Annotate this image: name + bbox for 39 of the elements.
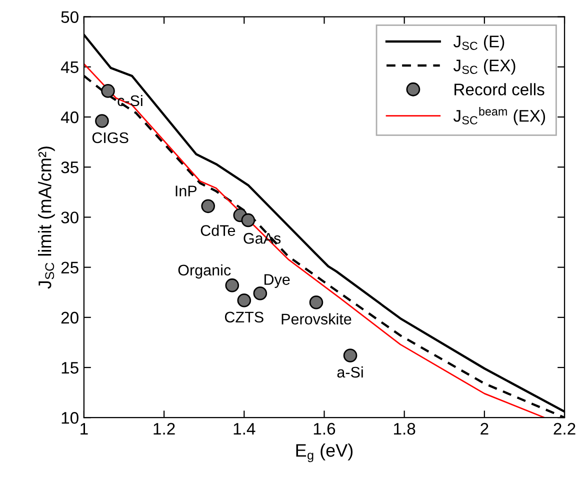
annotation: CdTe: [200, 224, 236, 236]
point: [309, 295, 324, 310]
y-tick-label: 45: [60, 61, 78, 74]
point: [343, 348, 358, 362]
legend-label: J$_{SC}$ (EX): [453, 59, 516, 75]
y-tick-label: 30: [61, 212, 78, 224]
annotation: InP: [176, 186, 197, 196]
x-tick-label: 2: [480, 422, 488, 435]
point: [253, 286, 268, 300]
y-axis-title: J$_{SC}$ limit (mA/cm²): [38, 146, 55, 289]
y-tick-label: 25: [61, 262, 78, 274]
annotation: Perovskite: [282, 313, 352, 325]
point: [95, 114, 109, 128]
y-tick-label: 35: [61, 162, 78, 174]
x-tick-label: 1.4: [234, 423, 256, 435]
y-tick-label: 40: [60, 111, 78, 124]
x-axis-title: E$_{g}$ (eV): [296, 444, 353, 462]
y-tick-label: 50: [61, 11, 78, 24]
annotation: CIGS: [92, 132, 128, 144]
point: [241, 213, 256, 228]
point: [101, 84, 115, 98]
y-tick-label: 20: [61, 312, 78, 324]
point: [225, 278, 240, 292]
y-tick-label: 15: [62, 362, 78, 374]
annotation: Dye: [264, 274, 290, 288]
legend-label: J$_{SC}$$^{beam}$ (EX): [453, 107, 546, 126]
annotation: a-Si: [337, 366, 363, 378]
x-tick-label: 2.2: [554, 422, 576, 435]
point: [201, 199, 216, 214]
x-tick-label: 1: [80, 423, 88, 435]
annotation: Organic: [178, 264, 231, 279]
legend-label: J$_{SC}$ (E): [453, 35, 504, 51]
annotation: CZTS: [224, 312, 264, 323]
x-tick-label: 1.2: [154, 422, 175, 435]
x-tick-label: 1.8: [394, 422, 416, 435]
legend-label: Record cells: [454, 83, 544, 96]
y-tick-label: 10: [62, 412, 78, 424]
point: [237, 293, 252, 308]
x-tick-label: 1.6: [314, 422, 336, 435]
